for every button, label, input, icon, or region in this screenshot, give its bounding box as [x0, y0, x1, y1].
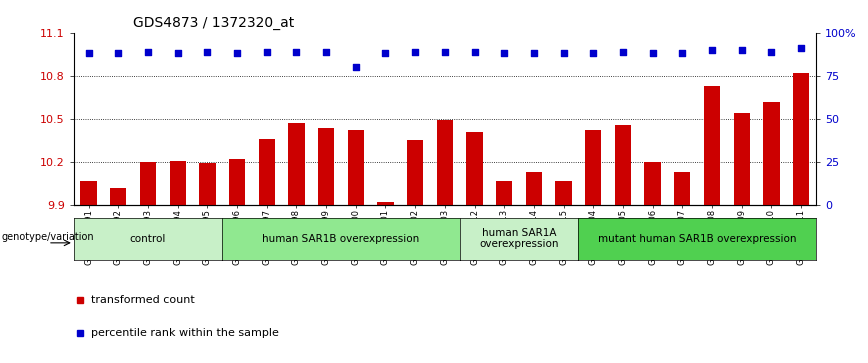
- Bar: [199, 163, 215, 205]
- Text: mutant human SAR1B overexpression: mutant human SAR1B overexpression: [598, 234, 797, 244]
- Text: control: control: [130, 234, 166, 244]
- Point: [82, 50, 95, 56]
- Bar: [644, 162, 661, 205]
- Point: [527, 50, 541, 56]
- Point: [378, 50, 392, 56]
- Bar: [556, 181, 572, 205]
- Point: [111, 50, 125, 56]
- Point: [734, 47, 748, 53]
- Point: [349, 64, 363, 70]
- Point: [675, 50, 689, 56]
- Bar: [378, 202, 394, 205]
- Bar: [259, 139, 275, 205]
- Point: [616, 49, 630, 54]
- Bar: [169, 160, 186, 205]
- Bar: [496, 181, 512, 205]
- Point: [230, 50, 244, 56]
- Bar: [110, 188, 127, 205]
- Point: [587, 50, 601, 56]
- Point: [468, 49, 482, 54]
- Text: human SAR1B overexpression: human SAR1B overexpression: [262, 234, 419, 244]
- Bar: [140, 162, 156, 205]
- Bar: [81, 181, 97, 205]
- Bar: [407, 140, 424, 205]
- Text: percentile rank within the sample: percentile rank within the sample: [91, 327, 279, 338]
- Point: [319, 49, 333, 54]
- Bar: [792, 73, 809, 205]
- Point: [408, 49, 422, 54]
- Point: [260, 49, 273, 54]
- Text: genotype/variation: genotype/variation: [2, 232, 94, 242]
- Bar: [288, 123, 305, 205]
- Text: transformed count: transformed count: [91, 295, 195, 305]
- Bar: [585, 130, 602, 205]
- Text: GDS4873 / 1372320_at: GDS4873 / 1372320_at: [133, 16, 294, 30]
- Bar: [526, 172, 542, 205]
- Point: [201, 49, 214, 54]
- Point: [794, 45, 808, 51]
- Point: [438, 49, 452, 54]
- Point: [646, 50, 660, 56]
- Point: [141, 49, 155, 54]
- Bar: [615, 125, 631, 205]
- Point: [556, 50, 570, 56]
- Point: [171, 50, 185, 56]
- Bar: [437, 120, 453, 205]
- Point: [705, 47, 719, 53]
- Point: [290, 49, 304, 54]
- Bar: [674, 172, 691, 205]
- Bar: [763, 102, 779, 205]
- Bar: [733, 113, 750, 205]
- Bar: [318, 127, 334, 205]
- Text: human SAR1A
overexpression: human SAR1A overexpression: [479, 228, 559, 249]
- Point: [765, 49, 779, 54]
- Point: [497, 50, 511, 56]
- Bar: [347, 130, 364, 205]
- Bar: [704, 86, 720, 205]
- Bar: [229, 159, 246, 205]
- Bar: [466, 132, 483, 205]
